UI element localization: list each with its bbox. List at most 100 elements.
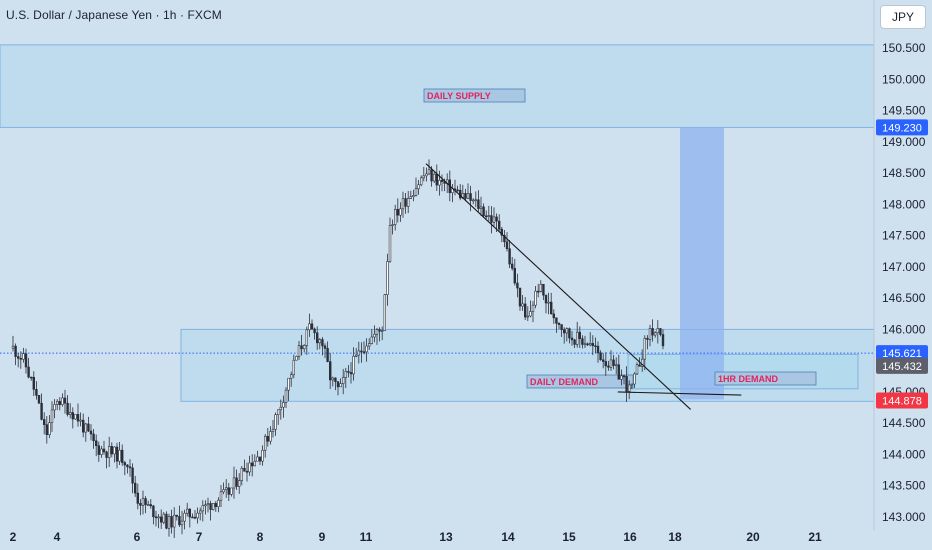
candle-body-193 bbox=[513, 268, 517, 284]
candle-body-244 bbox=[646, 338, 649, 340]
candle-body-0 bbox=[11, 345, 15, 349]
candle-body-113 bbox=[305, 329, 308, 346]
daily-demand-zone[interactable] bbox=[180, 328, 875, 402]
descending-trendline[interactable] bbox=[425, 163, 691, 410]
x-tick-label: 11 bbox=[360, 530, 373, 544]
daily-demand-label: DAILY DEMAND bbox=[530, 377, 599, 387]
candle-body-240 bbox=[635, 364, 639, 375]
candle-body-174 bbox=[464, 193, 467, 199]
candle-body-130 bbox=[349, 372, 353, 375]
candle-body-87 bbox=[238, 480, 241, 487]
candle-body-36 bbox=[105, 451, 108, 458]
candle-body-61 bbox=[170, 516, 173, 528]
candle-body-144 bbox=[386, 261, 389, 296]
candle-body-68 bbox=[188, 508, 191, 518]
daily-supply-label-box bbox=[423, 88, 526, 103]
candle-body-62 bbox=[173, 514, 176, 528]
candle-body-224 bbox=[594, 345, 597, 348]
candle-body-192 bbox=[510, 263, 514, 269]
currency-badge[interactable]: JPY bbox=[880, 5, 926, 29]
candle-body-58 bbox=[162, 513, 165, 523]
candle-body-22 bbox=[69, 412, 72, 415]
candle-body-97 bbox=[263, 436, 267, 451]
candle-body-227 bbox=[601, 359, 605, 362]
chart-title: U.S. Dollar / Japanese Yen · 1h · FXCM bbox=[6, 8, 222, 22]
candle-body-242 bbox=[640, 358, 644, 367]
y-tick-label: 147.000 bbox=[882, 260, 926, 274]
candle-body-200 bbox=[531, 304, 535, 312]
candle-body-208 bbox=[552, 313, 556, 319]
candle-body-246 bbox=[651, 328, 654, 336]
candle-body-26 bbox=[79, 419, 82, 422]
candle-body-187 bbox=[497, 220, 501, 230]
candle-body-230 bbox=[609, 359, 613, 368]
candle-body-103 bbox=[279, 406, 282, 411]
y-tick-label: 147.500 bbox=[882, 229, 926, 243]
candle-body-147 bbox=[393, 209, 397, 225]
candle-body-128 bbox=[344, 371, 347, 378]
candle-body-79 bbox=[217, 499, 220, 508]
candle-body-55 bbox=[154, 516, 158, 519]
candle-body-182 bbox=[484, 215, 488, 218]
candle-body-129 bbox=[347, 371, 350, 373]
candle-body-186 bbox=[495, 216, 498, 222]
candle-body-104 bbox=[282, 402, 285, 408]
projection-box[interactable] bbox=[680, 127, 724, 400]
candle-body-209 bbox=[555, 317, 558, 324]
candle-body-238 bbox=[630, 383, 634, 386]
candle-body-217 bbox=[575, 331, 579, 345]
candle-body-183 bbox=[487, 215, 490, 217]
candle-body-8 bbox=[32, 376, 36, 390]
candle-body-133 bbox=[357, 350, 360, 356]
candle-body-154 bbox=[412, 195, 415, 197]
candle-body-201 bbox=[534, 290, 537, 306]
candle-body-78 bbox=[214, 503, 217, 508]
candle-body-10 bbox=[37, 395, 41, 404]
candle-body-218 bbox=[578, 331, 582, 339]
candle-body-18 bbox=[58, 401, 62, 405]
candle-body-6 bbox=[27, 366, 30, 378]
candle-body-135 bbox=[362, 351, 366, 354]
time-axis[interactable]: 2 4 6 7 8 9 11 13 14 15 16 18 20 21 bbox=[10, 530, 822, 544]
candle-body-81 bbox=[222, 489, 225, 493]
y-tick-label: 144.500 bbox=[882, 416, 926, 430]
candle-body-190 bbox=[505, 241, 509, 249]
candles bbox=[11, 159, 665, 539]
candle-body-148 bbox=[396, 209, 399, 216]
candle-body-63 bbox=[175, 514, 178, 517]
candle-body-45 bbox=[128, 466, 132, 469]
candle-body-220 bbox=[583, 343, 587, 346]
candle-body-43 bbox=[123, 462, 127, 466]
candle-body-245 bbox=[648, 328, 652, 340]
candle-body-203 bbox=[539, 283, 543, 292]
candle-body-122 bbox=[328, 361, 332, 381]
candle-body-31 bbox=[92, 433, 95, 442]
candle-body-149 bbox=[399, 208, 402, 216]
candle-body-101 bbox=[274, 414, 277, 430]
price-tag-label: 145.621 bbox=[882, 348, 922, 360]
x-tick-label: 20 bbox=[746, 530, 760, 544]
candle-body-216 bbox=[573, 339, 576, 345]
y-tick-label: 148.500 bbox=[882, 166, 926, 180]
daily-supply-zone[interactable] bbox=[0, 44, 875, 128]
price-axis[interactable]: 143.000143.500144.000144.500145.000145.5… bbox=[882, 41, 926, 524]
candle-body-249 bbox=[659, 328, 662, 335]
candle-body-102 bbox=[276, 409, 280, 416]
candle-body-98 bbox=[266, 436, 269, 442]
candle-body-234 bbox=[620, 375, 623, 380]
price-tag-red bbox=[876, 392, 928, 409]
candle-body-219 bbox=[581, 338, 584, 345]
candle-body-2 bbox=[16, 356, 20, 359]
support-line[interactable] bbox=[617, 391, 742, 396]
candle-body-34 bbox=[100, 448, 103, 455]
candle-body-215 bbox=[570, 337, 574, 341]
y-tick-label: 149.500 bbox=[882, 104, 926, 118]
candle-body-80 bbox=[219, 491, 223, 501]
candle-body-241 bbox=[638, 364, 641, 367]
y-tick-label: 143.000 bbox=[882, 510, 926, 524]
y-tick-label: 143.500 bbox=[882, 479, 926, 493]
candle-body-56 bbox=[157, 516, 160, 519]
candle-body-60 bbox=[167, 516, 171, 529]
